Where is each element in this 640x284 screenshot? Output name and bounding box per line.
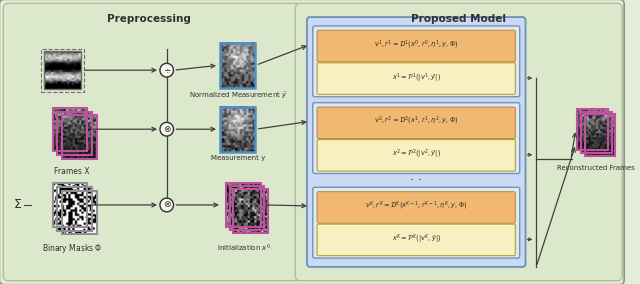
- Text: Binary Masks $\Phi$: Binary Masks $\Phi$: [42, 242, 102, 255]
- Text: ÷: ÷: [163, 66, 170, 75]
- FancyBboxPatch shape: [317, 139, 515, 171]
- FancyBboxPatch shape: [3, 3, 301, 281]
- Circle shape: [160, 198, 173, 212]
- Text: · · ·: · · ·: [589, 150, 604, 160]
- Text: $v^2,r^2=\mathcal{D}^2(x^1,r^1,\eta^2,y,\Phi)$: $v^2,r^2=\mathcal{D}^2(x^1,r^1,\eta^2,y,…: [374, 115, 458, 128]
- FancyBboxPatch shape: [307, 17, 525, 267]
- Bar: [58, 187, 92, 231]
- Text: · · ·: · · ·: [65, 227, 79, 237]
- Bar: [62, 115, 97, 159]
- Bar: [220, 43, 255, 88]
- Bar: [580, 112, 612, 153]
- Circle shape: [160, 63, 173, 77]
- Text: $x^1=\mathcal{P}^1(|v^1,\bar{y}|)$: $x^1=\mathcal{P}^1(|v^1,\bar{y}|)$: [392, 71, 441, 85]
- Text: · · ·: · · ·: [236, 227, 252, 237]
- Text: ⊗: ⊗: [163, 201, 170, 210]
- Text: $v^K,r^K=\mathcal{D}^K(x^{K-1},r^{K-1},\eta^K,y,\Phi)$: $v^K,r^K=\mathcal{D}^K(x^{K-1},r^{K-1},\…: [365, 200, 467, 212]
- Bar: [584, 114, 616, 156]
- FancyBboxPatch shape: [317, 107, 515, 139]
- Text: · ·: · ·: [410, 174, 422, 187]
- Text: $x^2=\mathcal{P}^2(|v^2,\bar{y}|)$: $x^2=\mathcal{P}^2(|v^2,\bar{y}|)$: [392, 148, 441, 161]
- Bar: [58, 112, 92, 155]
- Circle shape: [160, 122, 173, 136]
- Text: Frames X: Frames X: [54, 167, 90, 176]
- FancyBboxPatch shape: [295, 3, 622, 281]
- Bar: [234, 189, 268, 233]
- FancyBboxPatch shape: [313, 103, 520, 174]
- Text: Proposed Model: Proposed Model: [412, 14, 506, 24]
- Text: Measurement y: Measurement y: [211, 155, 266, 161]
- Bar: [62, 191, 97, 235]
- Text: Normalized Measurement $\bar{y}$: Normalized Measurement $\bar{y}$: [189, 91, 287, 101]
- FancyBboxPatch shape: [317, 224, 515, 256]
- Text: Initialization $x^0$: Initialization $x^0$: [217, 242, 271, 254]
- FancyBboxPatch shape: [317, 30, 515, 62]
- Bar: [226, 183, 260, 227]
- Bar: [577, 108, 608, 150]
- Text: Reconstructed Frames: Reconstructed Frames: [557, 165, 635, 171]
- Text: ⊗: ⊗: [163, 125, 170, 134]
- Bar: [220, 106, 255, 152]
- Bar: [52, 108, 88, 151]
- Bar: [41, 49, 84, 92]
- Text: $x^K=\mathcal{P}^K(|v^K,\bar{y}|)$: $x^K=\mathcal{P}^K(|v^K,\bar{y}|)$: [392, 233, 441, 246]
- FancyBboxPatch shape: [317, 192, 515, 223]
- FancyBboxPatch shape: [0, 0, 624, 284]
- Text: $\Sigma$: $\Sigma$: [13, 199, 22, 212]
- Text: · · ·: · · ·: [65, 152, 79, 162]
- FancyBboxPatch shape: [313, 187, 520, 258]
- FancyBboxPatch shape: [317, 63, 515, 94]
- Bar: [44, 51, 81, 89]
- Text: $v^1,r^1=\mathcal{D}^1(x^0,r^0,\eta^1,y,\Phi)$: $v^1,r^1=\mathcal{D}^1(x^0,r^0,\eta^1,y,…: [374, 38, 458, 51]
- Text: Preprocessing: Preprocessing: [108, 14, 191, 24]
- Bar: [52, 183, 88, 227]
- Bar: [230, 186, 264, 229]
- FancyBboxPatch shape: [313, 26, 520, 97]
